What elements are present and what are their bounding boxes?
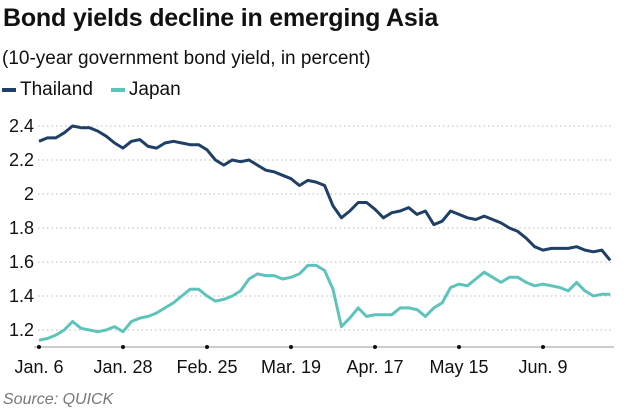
x-tick-label: May 15 bbox=[429, 357, 488, 377]
y-tick-label: 1.6 bbox=[9, 252, 34, 272]
legend-item-japan: Japan bbox=[110, 79, 181, 101]
legend: Thailand Japan bbox=[2, 79, 181, 101]
x-tick bbox=[541, 345, 545, 349]
x-tick-label: Jan. 6 bbox=[14, 357, 63, 377]
series-line-japan bbox=[38, 263, 611, 342]
x-tick bbox=[289, 345, 293, 349]
x-tick bbox=[373, 345, 377, 349]
chart-title: Bond yields decline in emerging Asia bbox=[3, 4, 439, 32]
legend-item-thailand: Thailand bbox=[2, 79, 93, 101]
x-tick-label: Mar. 19 bbox=[261, 357, 321, 377]
series-line-thailand bbox=[38, 124, 612, 262]
legend-label-thailand: Thailand bbox=[20, 79, 93, 100]
chart-subtitle: (10-year government bond yield, in perce… bbox=[2, 48, 371, 69]
legend-label-japan: Japan bbox=[128, 79, 181, 100]
x-tick bbox=[205, 345, 209, 349]
y-tick-label: 2.2 bbox=[9, 150, 34, 170]
source-note: Source: QUICK bbox=[3, 391, 114, 408]
x-tick-label: Jan. 28 bbox=[93, 357, 152, 377]
x-tick bbox=[37, 345, 41, 349]
y-tick-label: 2.4 bbox=[9, 116, 34, 136]
legend-swatch-thailand bbox=[2, 88, 16, 92]
x-tick bbox=[457, 345, 461, 349]
y-tick-label: 1.8 bbox=[9, 218, 34, 238]
y-tick-label: 1.4 bbox=[9, 286, 34, 306]
y-tick-label: 1.2 bbox=[9, 320, 34, 340]
y-tick-label: 2 bbox=[24, 184, 34, 204]
x-tick-label: Apr. 17 bbox=[346, 357, 403, 377]
x-tick-label: Jun. 9 bbox=[518, 357, 567, 377]
x-tick-label: Feb. 25 bbox=[176, 357, 237, 377]
x-tick bbox=[121, 345, 125, 349]
legend-swatch-japan bbox=[110, 88, 125, 92]
